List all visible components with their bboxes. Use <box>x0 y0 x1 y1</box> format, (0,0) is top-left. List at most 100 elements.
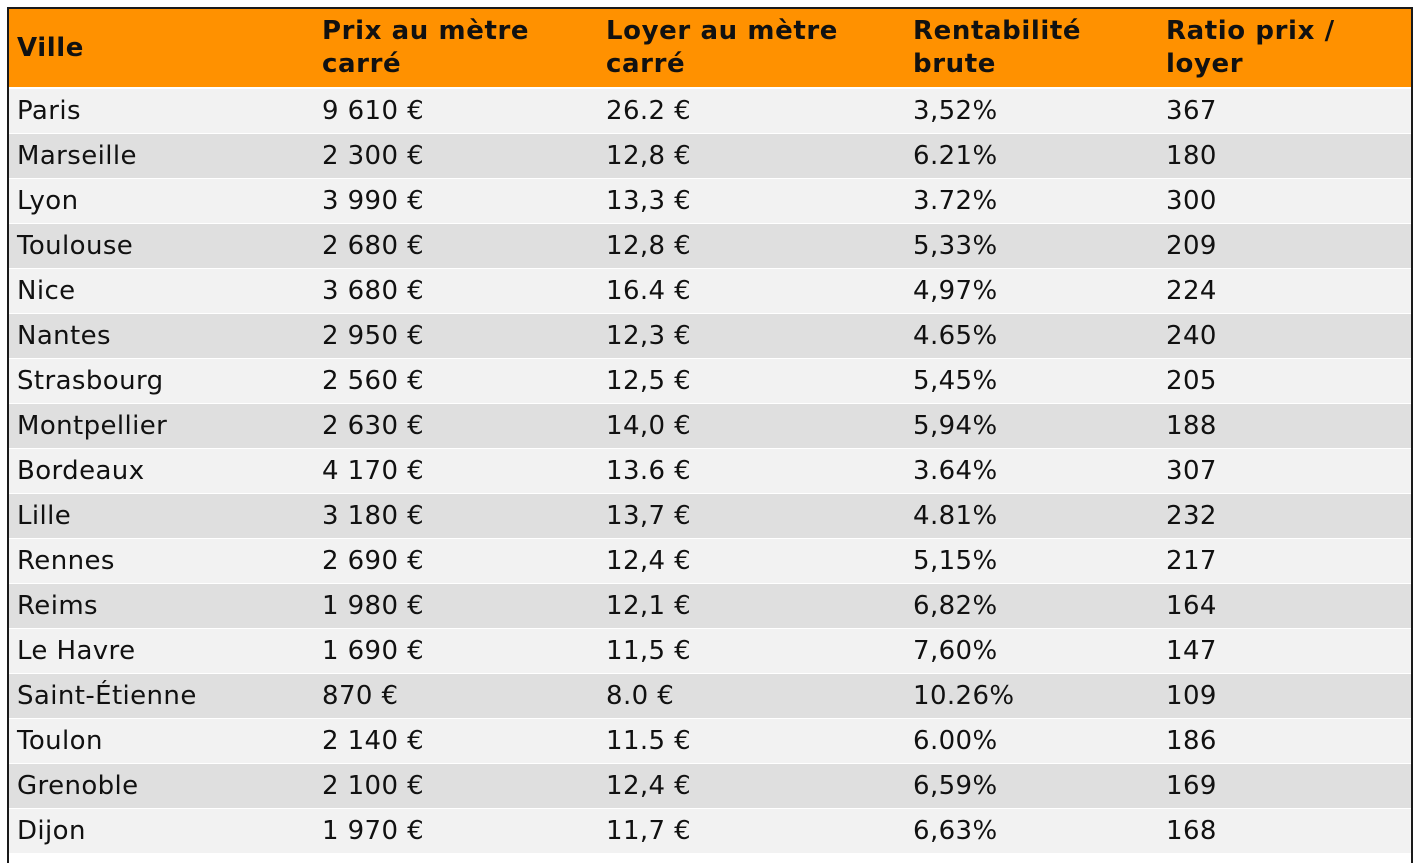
cell-loyer: 8.0 € <box>598 673 905 719</box>
table-row: Le Havre 1 690 €11,5 €7,60% 147 <box>9 628 1411 674</box>
cell-ville: Marseille <box>9 133 314 179</box>
cell-ratio: 232 <box>1158 493 1411 539</box>
cell-loyer: 16.4 € <box>598 268 905 314</box>
cell-loyer: 14,0 € <box>598 403 905 449</box>
cell-prix: 3 990 € <box>314 178 598 224</box>
cell-rentabilite: 3,52% <box>905 88 1158 134</box>
cell-ville: Bordeaux <box>9 448 314 494</box>
column-header-loyer: Loyer au mètre carré <box>598 9 905 89</box>
cell-rentabilite: 7,60% <box>905 628 1158 674</box>
cell-ratio: 209 <box>1158 223 1411 269</box>
cell-rentabilite: 5,45% <box>905 358 1158 404</box>
table-header: Ville Prix au mètre carré Loyer au mètre… <box>9 9 1411 89</box>
table-row: Lyon 3 990 €13,3 €3.72% 300 <box>9 178 1411 224</box>
cell-ville: Paris <box>9 88 314 134</box>
column-header-ratio: Ratio prix / loyer <box>1158 9 1411 89</box>
cell-loyer: 12,1 € <box>598 583 905 629</box>
cell-rentabilite: 10.26% <box>905 673 1158 719</box>
cell-ville: Montpellier <box>9 403 314 449</box>
cell-loyer: 12,8 € <box>598 133 905 179</box>
cell-prix: 2 140 € <box>314 718 598 764</box>
cell-prix: 3 180 € <box>314 493 598 539</box>
cell-rentabilite: 4.81% <box>905 493 1158 539</box>
column-header-rentabilite: Rentabilité brute <box>905 9 1158 89</box>
cell-loyer: 12,8 € <box>598 223 905 269</box>
cell-rentabilite: 4,97% <box>905 268 1158 314</box>
table-row: Grenoble 2 100 €12,4 €6,59% 169 <box>9 763 1411 809</box>
cell-loyer: 11,5 € <box>598 628 905 674</box>
cell-ville: Le Havre <box>9 628 314 674</box>
header-row: Ville Prix au mètre carré Loyer au mètre… <box>9 9 1411 89</box>
cell-loyer: 12,4 € <box>598 763 905 809</box>
table-row: Toulouse 2 680 €12,8 €5,33% 209 <box>9 223 1411 269</box>
cell-ville: Dijon <box>9 808 314 854</box>
cell-ratio: 367 <box>1158 88 1411 134</box>
cell-ville: Saint-Étienne <box>9 673 314 719</box>
table-row: Reims 1 980 €12,1 €6,82% 164 <box>9 583 1411 629</box>
cell-ville: Reims <box>9 583 314 629</box>
table-row: Strasbourg 2 560 €12,5 €5,45% 205 <box>9 358 1411 404</box>
cell-loyer: 13.6 € <box>598 448 905 494</box>
cell-prix: 9 610 € <box>314 88 598 134</box>
cell-prix: 4 170 € <box>314 448 598 494</box>
cell-prix: 2 690 € <box>314 538 598 584</box>
cell-ratio: 169 <box>1158 763 1411 809</box>
cell-prix: 1 690 € <box>314 628 598 674</box>
table-row: Nantes 2 950 €12,3 €4.65% 240 <box>9 313 1411 359</box>
cell-loyer: 26.2 € <box>598 88 905 134</box>
cell-prix: 1 980 € <box>314 583 598 629</box>
cell-prix: 2 680 € <box>314 223 598 269</box>
cell-prix: 2 560 € <box>314 358 598 404</box>
cell-ville: Lyon <box>9 178 314 224</box>
cell-loyer: 12,4 € <box>598 538 905 584</box>
table-row: Lille 3 180 €13,7 €4.81% 232 <box>9 493 1411 539</box>
table-row: Dijon 1 970 €11,7 €6,63% 168 <box>9 808 1411 854</box>
cell-ratio: 205 <box>1158 358 1411 404</box>
cell-prix: 2 630 € <box>314 403 598 449</box>
cell-rentabilite: 3.64% <box>905 448 1158 494</box>
cell-rentabilite: 6.00% <box>905 718 1158 764</box>
table-row: Montpellier 2 630 €14,0 €5,94% 188 <box>9 403 1411 449</box>
cell-loyer: 12,3 € <box>598 313 905 359</box>
cell-prix: 2 100 € <box>314 763 598 809</box>
cell-prix: 870 € <box>314 673 598 719</box>
table-row: Paris 9 610 €26.2 €3,52% 367 <box>9 88 1411 134</box>
table-body: Paris 9 610 €26.2 €3,52% 367 Marseille 2 300… <box>9 88 1411 854</box>
cell-ville: Nantes <box>9 313 314 359</box>
cell-loyer: 11,7 € <box>598 808 905 854</box>
cell-ratio: 186 <box>1158 718 1411 764</box>
table-row: Bordeaux 4 170 €13.6 €3.64% 307 <box>9 448 1411 494</box>
cell-rentabilite: 3.72% <box>905 178 1158 224</box>
column-header-ville: Ville <box>9 9 314 89</box>
cell-rentabilite: 6,82% <box>905 583 1158 629</box>
cell-rentabilite: 5,94% <box>905 403 1158 449</box>
cell-loyer: 13,3 € <box>598 178 905 224</box>
cell-ville: Nice <box>9 268 314 314</box>
cell-rentabilite: 5,15% <box>905 538 1158 584</box>
cell-ratio: 168 <box>1158 808 1411 854</box>
table-row: Marseille 2 300 €12,8 €6.21% 180 <box>9 133 1411 179</box>
cell-rentabilite: 6,63% <box>905 808 1158 854</box>
table-row: Rennes 2 690 €12,4 €5,15% 217 <box>9 538 1411 584</box>
cell-rentabilite: 6.21% <box>905 133 1158 179</box>
cell-ratio: 180 <box>1158 133 1411 179</box>
cell-ratio: 188 <box>1158 403 1411 449</box>
cell-ratio: 307 <box>1158 448 1411 494</box>
cell-prix: 2 300 € <box>314 133 598 179</box>
table-row: Nice 3 680 €16.4 €4,97% 224 <box>9 268 1411 314</box>
cell-ville: Grenoble <box>9 763 314 809</box>
city-rental-table: Ville Prix au mètre carré Loyer au mètre… <box>9 9 1411 854</box>
cell-rentabilite: 5,33% <box>905 223 1158 269</box>
table-frame: Ville Prix au mètre carré Loyer au mètre… <box>7 7 1413 863</box>
cell-ratio: 109 <box>1158 673 1411 719</box>
table-row: Toulon 2 140 €11.5 €6.00% 186 <box>9 718 1411 764</box>
cell-ville: Toulon <box>9 718 314 764</box>
cell-loyer: 11.5 € <box>598 718 905 764</box>
cell-ville: Lille <box>9 493 314 539</box>
cell-ratio: 164 <box>1158 583 1411 629</box>
cell-loyer: 13,7 € <box>598 493 905 539</box>
cell-ville: Toulouse <box>9 223 314 269</box>
cell-ratio: 217 <box>1158 538 1411 584</box>
cell-prix: 2 950 € <box>314 313 598 359</box>
cell-prix: 3 680 € <box>314 268 598 314</box>
